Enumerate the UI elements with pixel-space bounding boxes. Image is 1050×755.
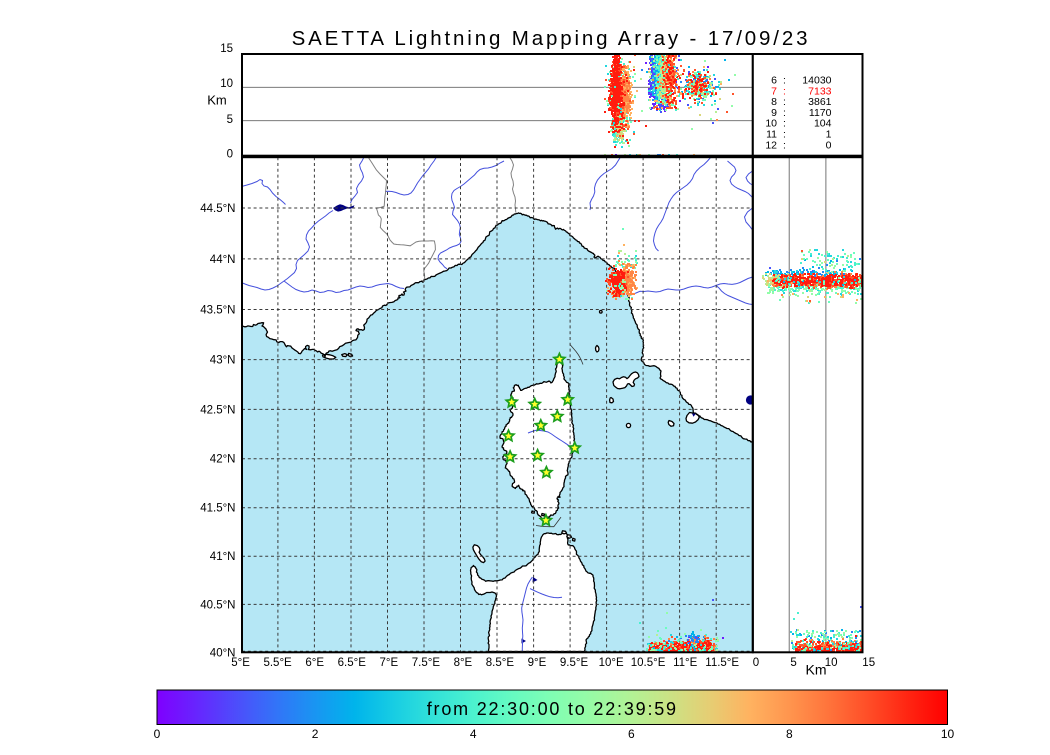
svg-text::: :: [783, 139, 786, 151]
svg-text:2: 2: [312, 727, 319, 741]
svg-text::: :: [783, 118, 786, 130]
svg-text:7°E: 7°E: [379, 657, 398, 669]
svg-text:42°N: 42°N: [210, 454, 236, 466]
svg-text:5: 5: [790, 657, 796, 669]
svg-text::: :: [783, 96, 786, 108]
svg-text:10: 10: [825, 657, 838, 669]
svg-text:1: 1: [826, 129, 832, 141]
svg-text:10: 10: [941, 727, 955, 741]
svg-text:8: 8: [771, 96, 777, 108]
svg-text:3861: 3861: [808, 96, 832, 108]
svg-text:6: 6: [771, 75, 777, 87]
svg-text:41.5°N: 41.5°N: [200, 503, 235, 515]
svg-text:0: 0: [227, 149, 233, 161]
svg-text::: :: [783, 107, 786, 119]
svg-text:5°E: 5°E: [231, 657, 250, 669]
svg-text:11°E: 11°E: [673, 657, 698, 669]
svg-text:12: 12: [765, 139, 777, 151]
svg-text:7133: 7133: [808, 85, 832, 97]
svg-text:104: 104: [814, 118, 832, 130]
svg-text:0: 0: [826, 139, 832, 151]
svg-text:42.5°N: 42.5°N: [200, 404, 235, 416]
svg-text:40.5°N: 40.5°N: [200, 599, 235, 611]
svg-text:1170: 1170: [809, 107, 832, 119]
svg-text::: :: [783, 129, 786, 141]
svg-text:0: 0: [154, 727, 161, 741]
svg-text:4: 4: [470, 727, 477, 741]
svg-text:10: 10: [220, 78, 233, 90]
svg-text:10.5°E: 10.5°E: [631, 657, 666, 669]
svg-text:43°N: 43°N: [210, 355, 236, 367]
svg-text:8.5°E: 8.5°E: [486, 657, 515, 669]
svg-text:SAETTA Lightning Mapping Array: SAETTA Lightning Mapping Array - 17/09/2…: [292, 27, 811, 50]
svg-text:15: 15: [220, 43, 233, 55]
svg-text:7: 7: [771, 85, 777, 97]
svg-text:6°E: 6°E: [305, 657, 324, 669]
svg-text:11: 11: [766, 129, 777, 141]
svg-text:5: 5: [227, 114, 233, 126]
svg-text:41°N: 41°N: [210, 551, 236, 563]
svg-text:44°N: 44°N: [210, 254, 236, 266]
svg-text:44.5°N: 44.5°N: [200, 203, 235, 215]
svg-text:43.5°N: 43.5°N: [200, 305, 235, 317]
svg-text:15: 15: [862, 657, 875, 669]
svg-text:6: 6: [628, 727, 635, 741]
svg-text:0: 0: [753, 657, 759, 669]
svg-text:40°N: 40°N: [210, 647, 236, 659]
svg-text:6.5°E: 6.5°E: [338, 657, 367, 669]
svg-text:9: 9: [771, 107, 777, 119]
svg-text:11.5°E: 11.5°E: [705, 657, 739, 669]
svg-text:Km: Km: [207, 93, 227, 108]
svg-text:8°E: 8°E: [454, 657, 473, 669]
svg-text:9.5°E: 9.5°E: [560, 657, 589, 669]
svg-text:9°E: 9°E: [528, 657, 547, 669]
svg-text:Km: Km: [806, 662, 827, 678]
svg-text:7.5°E: 7.5°E: [412, 657, 441, 669]
svg-text:10: 10: [765, 118, 777, 130]
svg-text::: :: [783, 85, 786, 97]
svg-text:10°E: 10°E: [599, 657, 624, 669]
svg-text:from 22:30:00 to 22:39:59: from 22:30:00 to 22:39:59: [427, 699, 678, 719]
svg-text:5.5°E: 5.5°E: [263, 657, 292, 669]
svg-text::: :: [783, 75, 786, 87]
svg-text:8: 8: [786, 727, 793, 741]
svg-text:14030: 14030: [802, 75, 831, 87]
